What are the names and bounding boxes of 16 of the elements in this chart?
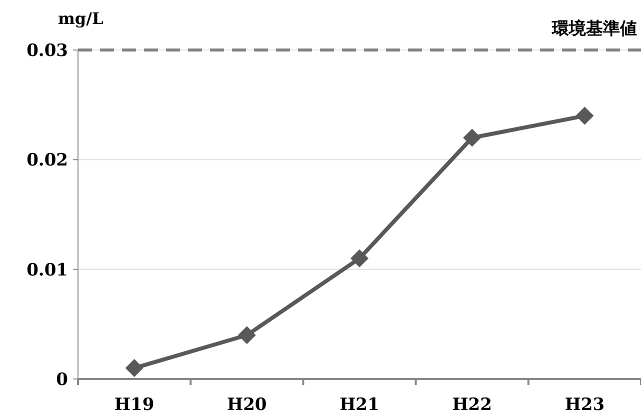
y-tick-label: 0.02 xyxy=(26,150,68,171)
point xyxy=(576,106,594,125)
point xyxy=(350,249,368,268)
y-axis-title: mg/L xyxy=(58,9,104,28)
x-tick-label: H19 xyxy=(114,395,154,415)
x-tick-label: H23 xyxy=(564,395,605,415)
point xyxy=(125,359,144,378)
x-tick-label: H21 xyxy=(340,395,380,415)
ref-line-label: 環境基準値 xyxy=(551,19,637,39)
y-tick-label: 0.01 xyxy=(26,260,68,280)
point xyxy=(463,128,482,147)
y-tick-label: 0 xyxy=(56,370,68,390)
point xyxy=(238,326,256,344)
y-tick-label: 0.03 xyxy=(26,41,68,61)
x-tick-label: H20 xyxy=(227,395,267,415)
x-tick-label: H22 xyxy=(452,395,492,415)
